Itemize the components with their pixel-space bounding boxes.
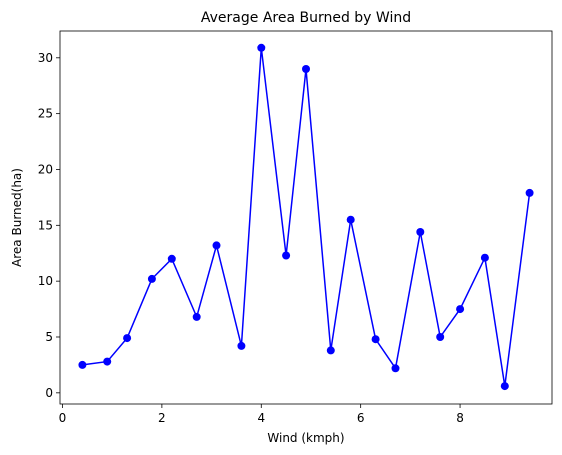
x-tick-label: 8: [456, 411, 464, 425]
data-point: [456, 305, 465, 314]
axes-frame: [59, 30, 553, 405]
data-point: [147, 274, 156, 283]
data-point: [237, 341, 246, 350]
y-tick-label: 20: [38, 162, 53, 176]
y-tick-label: 10: [38, 274, 53, 288]
data-point: [103, 357, 112, 366]
data-point: [480, 253, 489, 262]
chart-title: Average Area Burned by Wind: [201, 10, 411, 26]
y-tick-label: 15: [38, 218, 53, 232]
data-point: [371, 335, 380, 344]
data-point: [436, 333, 445, 341]
x-tick-label: 4: [257, 411, 265, 425]
axis-ticks: 0 2 4 6 8 0 5 10 15 20 25 30: [38, 51, 464, 425]
y-tick-label: 25: [38, 107, 53, 121]
data-point: [416, 228, 425, 236]
data-point: [192, 312, 201, 321]
data-point: [78, 360, 87, 369]
y-tick-label: 0: [45, 386, 53, 400]
series-line: [82, 47, 531, 387]
y-axis-label: Area Burned(ha): [10, 168, 24, 267]
data-point: [391, 364, 400, 373]
data-point: [525, 188, 534, 197]
data-point: [302, 65, 310, 73]
plot-area: [78, 43, 534, 391]
data-point: [326, 346, 335, 355]
x-axis-label: Wind (kmph): [267, 431, 344, 445]
data-point: [346, 215, 355, 224]
data-point: [123, 334, 132, 343]
y-tick-label: 30: [38, 51, 53, 65]
data-point: [212, 241, 221, 250]
y-tick-label: 5: [45, 330, 53, 344]
x-tick-label: 2: [158, 411, 166, 425]
data-point: [257, 43, 266, 52]
data-point: [167, 254, 176, 263]
data-point: [282, 251, 291, 260]
x-tick-label: 0: [59, 411, 67, 425]
data-point: [500, 382, 509, 391]
x-tick-label: 6: [357, 411, 365, 425]
